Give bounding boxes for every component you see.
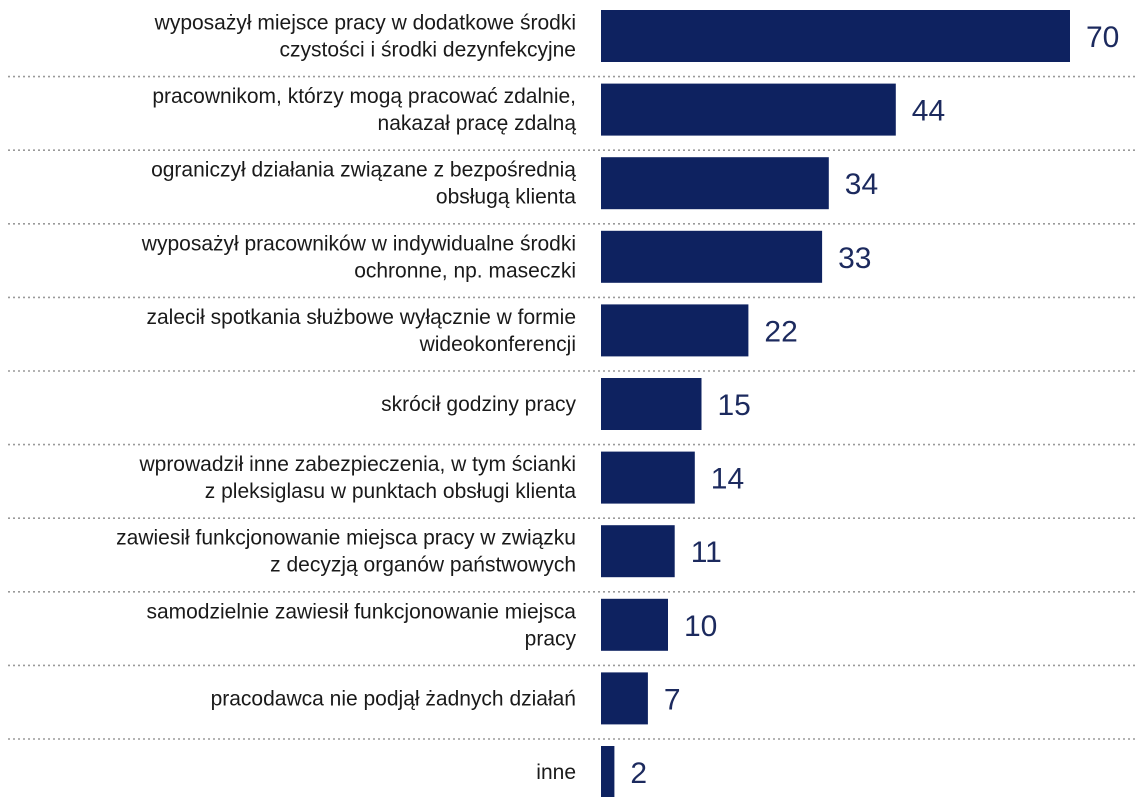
value-label: 14 bbox=[711, 463, 744, 496]
category-label: zawiesił funkcjonowanie miejsca pracy w … bbox=[116, 527, 576, 550]
value-label: 34 bbox=[845, 168, 878, 201]
category-label: wyposażył miejsce pracy w dodatkowe środ… bbox=[154, 12, 576, 35]
category-label: pracownikom, którzy mogą pracować zdalni… bbox=[152, 85, 576, 108]
bar bbox=[601, 157, 829, 210]
bar bbox=[601, 10, 1070, 62]
row-separators bbox=[8, 75, 1138, 740]
bar bbox=[601, 598, 668, 651]
category-label: wideokonferencji bbox=[419, 333, 576, 356]
category-label: pracodawca nie podjął żadnych działań bbox=[211, 687, 576, 710]
bar bbox=[601, 230, 823, 283]
bar bbox=[601, 746, 615, 797]
category-label: wyposażył pracowników w indywidualne śro… bbox=[141, 232, 576, 255]
category-label: ochronne, np. maseczki bbox=[354, 259, 576, 282]
value-label: 15 bbox=[718, 389, 751, 422]
category-label: zalecił spotkania służbowe wyłącznie w f… bbox=[146, 306, 576, 329]
value-label: 22 bbox=[764, 315, 797, 348]
value-label: 44 bbox=[912, 95, 945, 128]
bar bbox=[601, 672, 648, 725]
value-labels: 70 44 34 33 22 15 14 11 10 7 2 bbox=[630, 21, 1119, 790]
value-label: 7 bbox=[664, 683, 681, 716]
category-label: nakazał pracę zdalną bbox=[378, 112, 577, 135]
category-label: pracy bbox=[525, 627, 577, 650]
value-label: 11 bbox=[691, 536, 722, 569]
value-label: 70 bbox=[1086, 21, 1119, 54]
bar bbox=[601, 304, 749, 357]
category-label: obsługą klienta bbox=[436, 186, 576, 209]
category-label: wprowadził inne zabezpieczenia, w tym śc… bbox=[138, 453, 576, 476]
bar bbox=[601, 525, 675, 578]
category-label: samodzielnie zawiesił funkcjonowanie mie… bbox=[146, 600, 576, 623]
category-label: czystości i środki dezynfekcyjne bbox=[280, 39, 576, 62]
category-label: z pleksiglasu w punktach obsługi klienta bbox=[205, 480, 577, 503]
category-label: skrócił godziny pracy bbox=[381, 393, 576, 416]
bar bbox=[601, 451, 695, 504]
category-label: ograniczył działania związane z bezpośre… bbox=[151, 159, 576, 182]
bar bbox=[601, 378, 702, 430]
value-label: 10 bbox=[684, 610, 717, 643]
category-label: inne bbox=[536, 761, 576, 784]
bar bbox=[601, 83, 896, 136]
value-label: 33 bbox=[838, 242, 871, 275]
category-label: z decyzją organów państwowych bbox=[270, 554, 576, 577]
bars bbox=[601, 10, 1070, 797]
category-labels: wyposażył miejsce pracy w dodatkowe środ… bbox=[116, 12, 576, 785]
value-label: 2 bbox=[630, 757, 647, 790]
